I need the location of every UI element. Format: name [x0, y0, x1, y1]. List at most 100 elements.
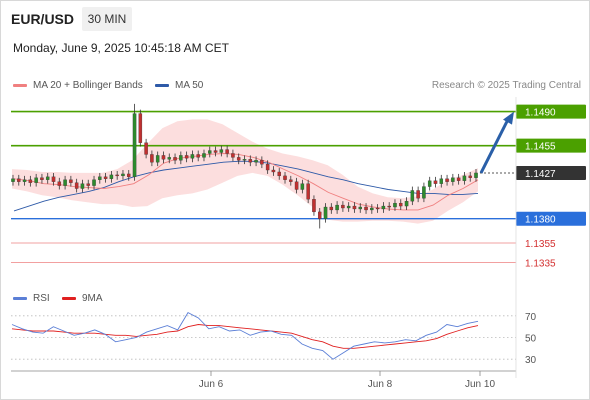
candle-body — [462, 175, 467, 181]
arrow-head — [503, 111, 514, 125]
candle-body — [45, 176, 50, 180]
candle-body — [387, 205, 391, 208]
candle-body — [370, 207, 374, 211]
legend-ma9-label: 9MA — [82, 293, 103, 304]
candle-body — [121, 173, 125, 177]
candle-body — [335, 204, 339, 211]
candle-body — [103, 176, 108, 179]
candle-body — [265, 164, 270, 171]
legend-ma9: 9MA — [62, 293, 103, 304]
candle-body — [445, 178, 449, 182]
timeframe-tab[interactable]: 30 MIN — [82, 7, 132, 31]
legend-ma50: MA 50 — [155, 80, 203, 91]
candle-body — [109, 174, 114, 179]
timestamp: Monday, June 9, 2025 10:45:18 AM CET — [13, 41, 229, 55]
candle-body — [393, 202, 397, 208]
legend-rsi-label: RSI — [33, 293, 50, 304]
candle-body — [416, 190, 420, 199]
candle-body — [179, 155, 183, 161]
candle-body — [468, 175, 472, 178]
candle-body — [138, 113, 143, 143]
candle-body — [22, 179, 27, 182]
ma9-swatch — [62, 296, 76, 300]
level-label-1.1427: 1.1427 — [525, 169, 556, 180]
candle-body — [242, 159, 247, 161]
level-label-1.1380: 1.1380 — [525, 215, 556, 226]
candle-body — [254, 160, 258, 163]
candle-body — [208, 150, 212, 154]
level-label-1.1355: 1.1355 — [525, 239, 556, 250]
candle-body — [236, 157, 241, 161]
level-label-1.1490: 1.1490 — [525, 108, 556, 119]
candle-body — [404, 201, 409, 207]
x-tick-label: Jun 8 — [368, 379, 393, 390]
candle-body — [11, 178, 15, 182]
candle-body — [317, 211, 322, 219]
rsi-ma9-line — [11, 324, 479, 349]
candle-body — [196, 154, 200, 158]
candle-body — [358, 206, 362, 210]
candle-body — [127, 173, 131, 177]
rsi-tick-50: 50 — [525, 334, 537, 345]
rsi-swatch — [13, 296, 27, 300]
candle-body — [352, 205, 357, 210]
rsi-line — [11, 312, 479, 360]
candle-body — [381, 205, 386, 210]
ma50-line — [13, 160, 479, 212]
candle-body — [439, 178, 444, 184]
candle-body — [277, 171, 281, 177]
candle-body — [427, 180, 432, 187]
bollinger-bands-area — [12, 119, 478, 224]
candle-body — [69, 179, 73, 183]
candle-body — [364, 206, 368, 211]
candle-body — [260, 160, 264, 165]
candles-group — [11, 103, 478, 229]
candle-body — [451, 177, 455, 182]
candle-body — [375, 207, 380, 210]
candle-body — [231, 153, 235, 158]
level-label-1.1335: 1.1335 — [525, 259, 556, 270]
candle-body — [456, 177, 461, 181]
level-tag-1.1490 — [516, 104, 586, 119]
ma20-swatch — [13, 83, 27, 87]
candle-body — [248, 159, 253, 163]
x-tick-label: Jun 6 — [199, 379, 224, 390]
legend-ma50-label: MA 50 — [175, 80, 204, 91]
candle-body — [474, 172, 478, 178]
candle-body — [346, 205, 351, 209]
candle-body — [34, 177, 38, 183]
candle-body — [225, 149, 229, 154]
candle-body — [150, 154, 154, 163]
candle-body — [80, 183, 85, 189]
candle-body — [184, 155, 189, 159]
rsi-tick-70: 70 — [525, 312, 537, 323]
candle-body — [329, 206, 334, 211]
candle-body — [312, 199, 316, 213]
symbol-label: EUR/USD — [11, 11, 75, 27]
candle-body — [144, 142, 148, 155]
candle-body — [306, 183, 310, 200]
candle-body — [323, 206, 328, 219]
legend-rsi: RSI — [13, 293, 50, 304]
candle-body — [202, 153, 206, 158]
candle-body — [115, 174, 119, 177]
x-tick-label: Jun 10 — [465, 379, 495, 390]
candle-body — [86, 183, 90, 186]
candle-body — [410, 190, 415, 202]
level-tag-1.1455 — [516, 138, 586, 153]
level-label-1.1455: 1.1455 — [525, 142, 556, 153]
candle-body — [155, 155, 160, 163]
candle-body — [219, 149, 224, 153]
candle-body — [341, 204, 345, 209]
ma50-swatch — [155, 83, 169, 87]
candle-body — [63, 179, 67, 186]
candle-body — [173, 157, 177, 161]
candle-body — [40, 177, 44, 180]
candle-body — [92, 179, 96, 186]
candle-body — [271, 169, 276, 173]
candle-body — [283, 175, 287, 180]
legend-ma20-label: MA 20 + Bollinger Bands — [33, 80, 143, 91]
arrow-shaft — [479, 118, 510, 174]
candle-body — [28, 179, 33, 183]
